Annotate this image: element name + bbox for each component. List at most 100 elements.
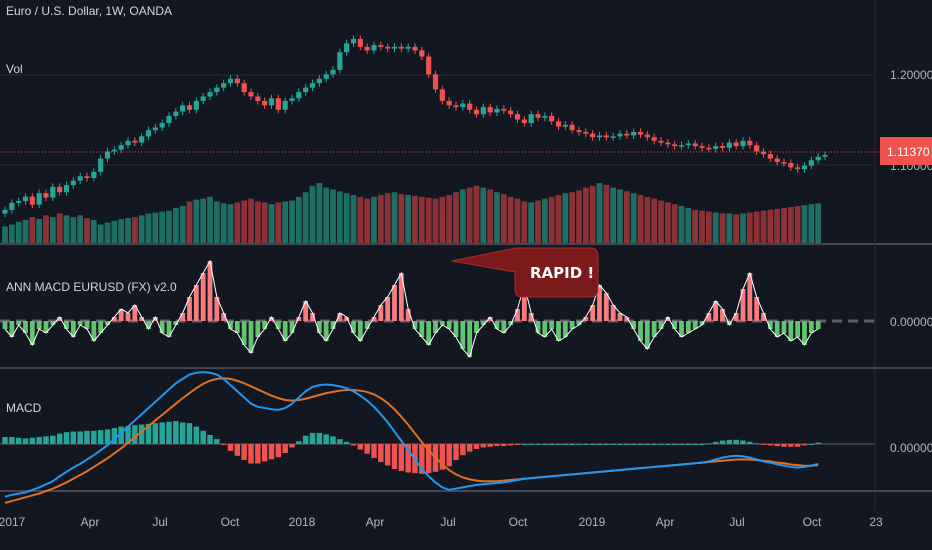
macd-hist-bar	[193, 426, 200, 444]
volume-bar	[794, 206, 801, 243]
candle-body	[344, 43, 350, 53]
volume-bar	[521, 201, 528, 243]
volume-bar	[275, 202, 282, 243]
macd-hist-bar	[521, 444, 528, 445]
candle-body	[323, 74, 329, 79]
macd-hist-bar	[111, 428, 118, 444]
candle-body	[637, 131, 644, 135]
volume-bar	[111, 220, 118, 243]
candle-body	[528, 114, 534, 124]
candle-body	[542, 115, 548, 118]
macd-hist-bar	[678, 444, 685, 445]
volume-bar	[84, 218, 90, 243]
volume-bar	[8, 224, 15, 243]
candle-body	[364, 46, 370, 51]
volume-bar	[808, 204, 815, 243]
candle-body	[562, 124, 568, 127]
candle-body	[200, 96, 206, 101]
candle-body	[173, 111, 179, 116]
macd-hist-bar	[282, 444, 288, 454]
indicator-title[interactable]: ANN MACD EURUSD (FX) v2.0	[6, 280, 177, 294]
candle-body	[227, 78, 234, 84]
volume-label[interactable]: Vol	[6, 62, 23, 76]
current-price-value: 1.11370	[887, 145, 930, 159]
candle-body	[508, 110, 514, 115]
volume-bar	[330, 189, 336, 243]
candle-body	[125, 140, 131, 146]
macd-hist-bar	[63, 432, 70, 444]
macd-hist-bar	[719, 440, 726, 444]
volume-bar	[494, 192, 500, 243]
volume-bar	[90, 219, 97, 243]
macd-hist-bar	[685, 444, 692, 445]
volume-bar	[186, 201, 193, 243]
candle-body	[2, 209, 8, 214]
rapid-callout[interactable]: RAPID !	[451, 247, 599, 298]
candle-body	[391, 46, 398, 49]
macd-hist-bar	[330, 436, 336, 444]
macd-hist-bar	[535, 444, 541, 445]
candle-body	[98, 158, 104, 172]
candle-body	[473, 109, 480, 115]
volume-bar	[753, 211, 760, 243]
macd-hist-bar	[309, 432, 316, 444]
candle-body	[788, 162, 794, 168]
macd-hist-bar	[740, 440, 746, 444]
volume-bar	[644, 196, 651, 243]
volume-bar	[398, 194, 405, 243]
candle-body	[631, 131, 637, 136]
candle-body	[767, 154, 773, 159]
candle-body	[460, 103, 466, 108]
ann-macd-area	[0, 259, 875, 359]
volume-bar	[295, 196, 302, 243]
volume-bar	[562, 193, 569, 243]
symbol-title[interactable]: Euro / U.S. Dollar, 1W, OANDA	[6, 4, 172, 18]
candle-body	[255, 96, 261, 101]
candle-body	[316, 78, 322, 84]
macd-hist-bar	[343, 441, 350, 444]
time-tick-label: Apr	[656, 515, 675, 529]
candle-body	[501, 108, 507, 111]
candle-body	[754, 145, 760, 152]
macd-title[interactable]: MACD	[6, 401, 42, 415]
candle-body	[207, 92, 213, 97]
volume-bar	[131, 217, 138, 243]
macd-hist-bar	[699, 444, 705, 445]
macd-hist-bar	[302, 435, 309, 444]
volume-bar	[159, 211, 166, 243]
macd-hist-bar	[179, 422, 186, 444]
macd-hist-bar	[323, 434, 329, 444]
macd-hist-bar	[665, 444, 671, 445]
candle-body	[583, 131, 589, 134]
volume-bar	[740, 213, 746, 243]
macd-hist-bar	[159, 422, 165, 444]
macd-hist-bar	[125, 425, 131, 444]
volume-bar	[22, 219, 29, 243]
candle-body	[29, 196, 35, 205]
candle-body	[726, 142, 732, 148]
volume-bar	[801, 205, 808, 243]
volume-bar	[685, 207, 692, 243]
volume-bar	[767, 209, 774, 243]
candle-body	[57, 186, 63, 193]
candle-body	[405, 46, 411, 49]
volume-bar	[726, 213, 733, 243]
candle-body	[706, 147, 712, 150]
macd-hist-bar	[630, 444, 637, 445]
time-tick-label: Apr	[366, 515, 385, 529]
macd-hist-bar	[583, 444, 589, 445]
candle-body	[521, 119, 527, 124]
candle-body	[118, 145, 124, 150]
candle-body	[603, 135, 609, 138]
candle-body	[446, 100, 452, 106]
macd-hist-bar	[494, 444, 500, 447]
macd-hist-bar	[815, 442, 821, 444]
volume-bar	[705, 211, 712, 243]
volume-bar	[507, 196, 514, 243]
volume-bar	[138, 215, 145, 243]
candle-body	[432, 74, 439, 90]
volume-bar	[145, 213, 152, 243]
macd-hist-bar	[248, 444, 254, 464]
candle-body	[330, 69, 336, 75]
